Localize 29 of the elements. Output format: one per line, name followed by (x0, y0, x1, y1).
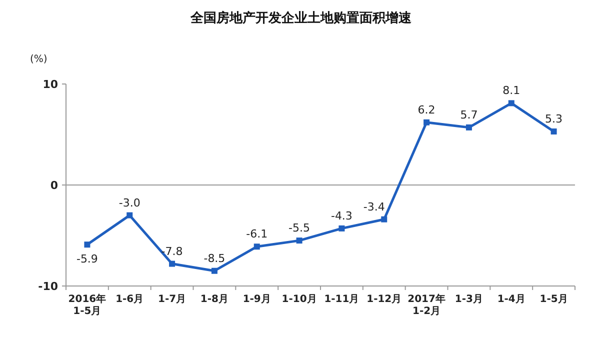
data-label: 8.1 (502, 84, 520, 98)
chart-title: 全国房地产开发企业土地购置面积增速 (190, 10, 412, 26)
data-label: -6.1 (246, 228, 268, 241)
data-label: 5.7 (460, 108, 478, 122)
data-label: -3.4 (363, 200, 385, 214)
x-tick-label: 1-7月 (156, 294, 188, 306)
x-tick-label: 2016年1-5月 (67, 294, 108, 318)
x-tick-label: 1-12月 (366, 294, 403, 306)
x-tick-label: 1-9月 (242, 294, 272, 306)
x-tick-label: 1-8月 (199, 294, 230, 306)
data-label: -5.9 (76, 252, 98, 266)
y-tick-label: 0 (50, 179, 58, 192)
data-label: -3.0 (118, 196, 140, 210)
x-tick-label: 1-4月 (496, 294, 526, 306)
y-axis-title: (%) (30, 54, 48, 65)
data-label: -8.5 (204, 252, 226, 265)
data-label: -7.8 (161, 244, 183, 258)
data-label: -4.3 (330, 209, 352, 222)
y-tick-label: -10 (38, 280, 58, 293)
x-tick-label: 1-6月 (114, 294, 145, 306)
data-label: 6.2 (418, 103, 436, 116)
x-tick-label: 1-10月 (280, 294, 318, 306)
x-tick-label: 1-3月 (454, 294, 484, 306)
x-tick-label: 2017年1-2月 (406, 294, 446, 318)
data-label: -5.5 (288, 222, 310, 235)
y-tick-label: 10 (42, 78, 58, 91)
x-tick-label: 1-11月 (323, 294, 360, 306)
data-label: 5.3 (545, 112, 563, 126)
x-tick-label: 1-5月 (538, 294, 569, 306)
